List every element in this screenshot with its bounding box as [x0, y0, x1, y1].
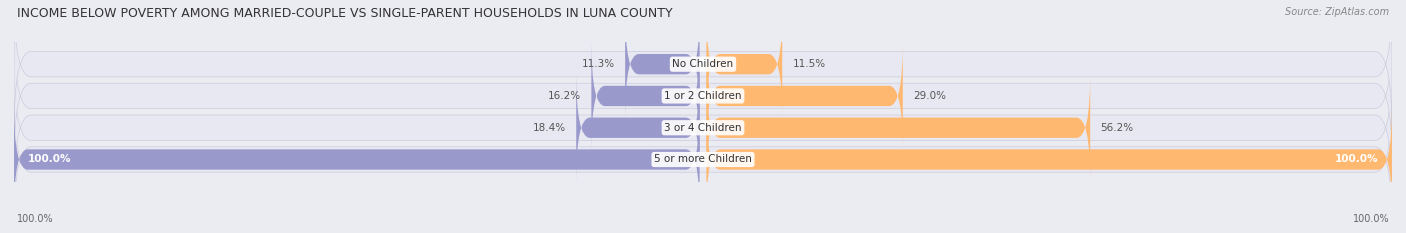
FancyBboxPatch shape: [14, 61, 1392, 195]
FancyBboxPatch shape: [706, 74, 1090, 181]
FancyBboxPatch shape: [706, 106, 1392, 213]
Text: 100.0%: 100.0%: [28, 154, 72, 164]
FancyBboxPatch shape: [576, 74, 700, 181]
Text: INCOME BELOW POVERTY AMONG MARRIED-COUPLE VS SINGLE-PARENT HOUSEHOLDS IN LUNA CO: INCOME BELOW POVERTY AMONG MARRIED-COUPL…: [17, 7, 672, 20]
Text: 56.2%: 56.2%: [1101, 123, 1133, 133]
Text: 11.3%: 11.3%: [582, 59, 614, 69]
Text: 29.0%: 29.0%: [912, 91, 946, 101]
Text: 100.0%: 100.0%: [1334, 154, 1378, 164]
FancyBboxPatch shape: [14, 29, 1392, 163]
Text: 100.0%: 100.0%: [17, 214, 53, 224]
FancyBboxPatch shape: [14, 106, 700, 213]
Text: 18.4%: 18.4%: [533, 123, 565, 133]
Text: Source: ZipAtlas.com: Source: ZipAtlas.com: [1285, 7, 1389, 17]
Text: No Children: No Children: [672, 59, 734, 69]
FancyBboxPatch shape: [592, 43, 700, 149]
Text: 3 or 4 Children: 3 or 4 Children: [664, 123, 742, 133]
Text: 5 or more Children: 5 or more Children: [654, 154, 752, 164]
FancyBboxPatch shape: [706, 11, 782, 118]
FancyBboxPatch shape: [626, 11, 700, 118]
FancyBboxPatch shape: [706, 43, 903, 149]
FancyBboxPatch shape: [14, 0, 1392, 131]
FancyBboxPatch shape: [14, 93, 1392, 226]
Text: 1 or 2 Children: 1 or 2 Children: [664, 91, 742, 101]
Text: 100.0%: 100.0%: [1353, 214, 1389, 224]
Text: 16.2%: 16.2%: [548, 91, 581, 101]
Text: 11.5%: 11.5%: [793, 59, 825, 69]
